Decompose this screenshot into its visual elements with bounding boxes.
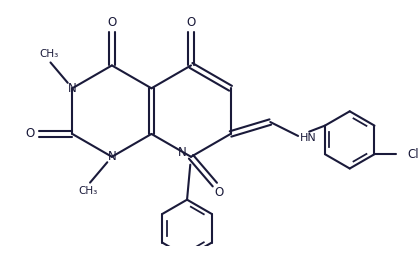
Text: O: O — [25, 128, 34, 140]
Text: N: N — [107, 150, 116, 163]
Text: O: O — [214, 186, 224, 199]
Text: O: O — [107, 17, 117, 29]
Text: N: N — [68, 82, 77, 95]
Text: HN: HN — [300, 133, 317, 143]
Text: O: O — [186, 17, 196, 29]
Text: N: N — [178, 146, 187, 159]
Text: Cl: Cl — [408, 148, 418, 161]
Text: CH₃: CH₃ — [79, 186, 98, 196]
Text: CH₃: CH₃ — [39, 49, 58, 59]
